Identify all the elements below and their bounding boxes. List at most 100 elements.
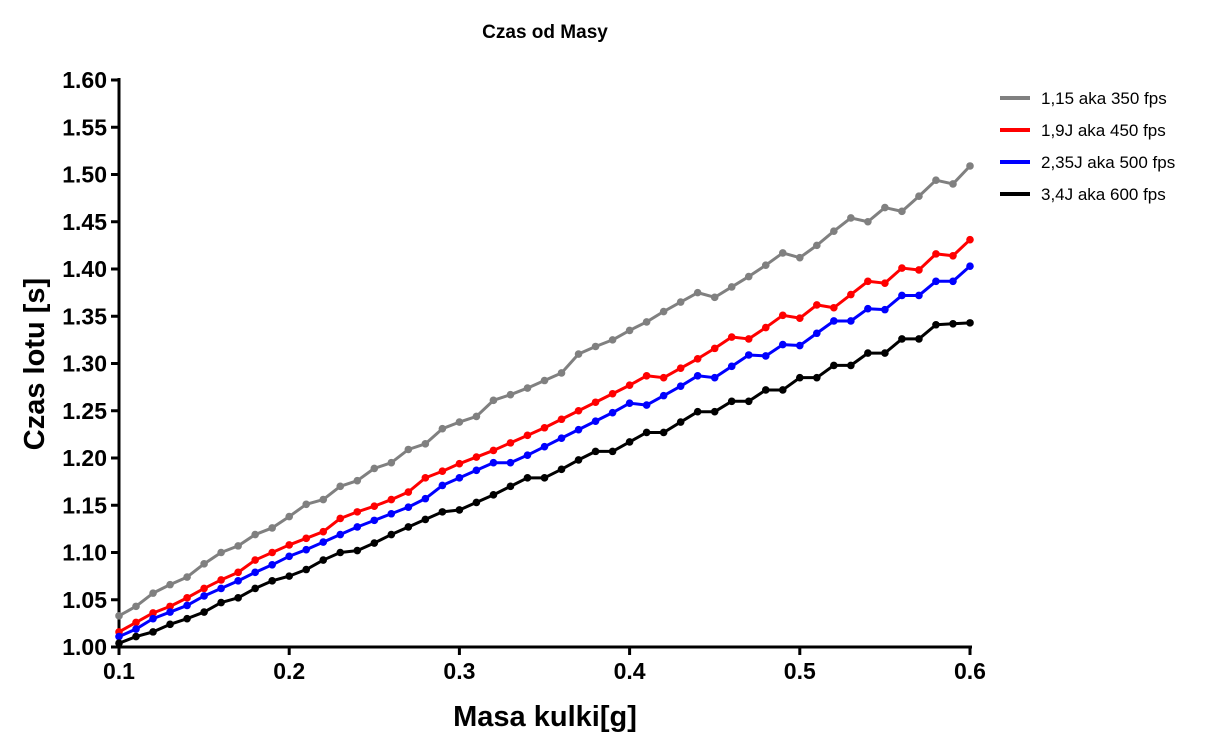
data-point (438, 467, 447, 476)
data-point (710, 373, 719, 382)
data-point (251, 530, 259, 539)
data-point (217, 598, 225, 607)
data-point (370, 502, 379, 510)
data-point (285, 512, 294, 521)
data-point (574, 406, 583, 415)
data-point (183, 614, 191, 623)
data-point (472, 453, 481, 461)
data-point (591, 447, 600, 456)
data-point (115, 639, 123, 648)
data-point (200, 592, 208, 600)
data-point (898, 335, 906, 343)
data-point (523, 431, 532, 440)
data-point (881, 349, 889, 357)
data-point (268, 548, 276, 557)
data-point (302, 545, 311, 554)
data-point (847, 214, 855, 222)
data-point (778, 249, 787, 257)
data-point (132, 625, 140, 633)
y-tick-label: 1.50 (62, 162, 107, 188)
data-point (796, 253, 804, 262)
data-point (966, 235, 974, 244)
y-tick-label: 1.30 (62, 351, 107, 377)
data-point (710, 407, 719, 416)
data-point (489, 396, 498, 405)
data-point (864, 349, 872, 357)
data-point (234, 542, 242, 550)
data-point (932, 320, 940, 329)
data-point (727, 362, 736, 371)
data-point (727, 397, 736, 406)
data-point (574, 350, 583, 358)
data-point (217, 576, 225, 584)
data-point (778, 311, 787, 320)
data-point (659, 428, 668, 437)
data-point (796, 314, 804, 322)
data-point (489, 458, 498, 467)
plot-area (115, 162, 974, 648)
data-point (404, 445, 413, 454)
data-point (285, 541, 294, 549)
data-point (438, 424, 447, 433)
series-1 (115, 162, 974, 620)
x-axis: 0.1 0.2 0.3 0.4 0.5 0.6 (103, 645, 986, 684)
data-point (472, 466, 481, 475)
data-point (387, 458, 396, 467)
data-point (761, 386, 770, 394)
data-point (642, 428, 651, 437)
data-point (523, 384, 532, 392)
data-point (898, 207, 906, 216)
data-point (387, 509, 396, 518)
data-point (540, 423, 549, 432)
data-point (693, 407, 702, 416)
series-line (118, 321, 971, 645)
series-line (118, 164, 972, 618)
data-point (489, 446, 498, 455)
data-point (574, 425, 583, 434)
legend-item: 2,35J aka 500 fps (1000, 153, 1175, 172)
data-point (302, 565, 311, 574)
data-point (268, 524, 276, 532)
y-axis: 1.00 1.05 1.10 1.15 1.20 1.25 1.30 1.35 1.40 1.45… (62, 67, 121, 660)
data-point (523, 451, 532, 459)
data-point (455, 459, 464, 468)
data-point (319, 538, 328, 546)
data-point (659, 373, 668, 382)
data-point (813, 373, 821, 382)
x-axis-label: Masa kulki[g] (453, 701, 637, 733)
x-tick-label: 0.1 (103, 658, 135, 684)
series-3 (115, 262, 974, 641)
data-point (625, 438, 634, 446)
data-point (370, 516, 379, 525)
data-point (404, 523, 413, 531)
data-point (727, 333, 736, 341)
y-tick-label: 1.05 (62, 587, 107, 613)
data-point (591, 417, 600, 425)
data-point (710, 344, 719, 353)
data-point (455, 506, 464, 514)
data-point (676, 298, 685, 306)
data-point (710, 293, 719, 302)
y-tick-label: 1.25 (62, 398, 107, 424)
data-point (319, 495, 328, 504)
data-point (608, 389, 617, 398)
data-point (234, 577, 242, 585)
data-point (302, 500, 311, 509)
data-point (217, 548, 225, 557)
data-point (438, 481, 447, 490)
data-point (744, 351, 753, 359)
data-point (166, 580, 174, 589)
data-point (557, 369, 566, 377)
data-point (557, 415, 566, 424)
data-point (778, 386, 787, 394)
data-point (864, 217, 872, 226)
data-point (336, 514, 345, 523)
series-line (118, 238, 972, 634)
data-point (540, 474, 549, 482)
data-point (813, 301, 821, 309)
data-point (847, 361, 855, 370)
data-point (540, 442, 549, 451)
data-point (932, 176, 940, 184)
data-point (642, 401, 651, 409)
y-tick-label: 1.45 (62, 209, 107, 235)
